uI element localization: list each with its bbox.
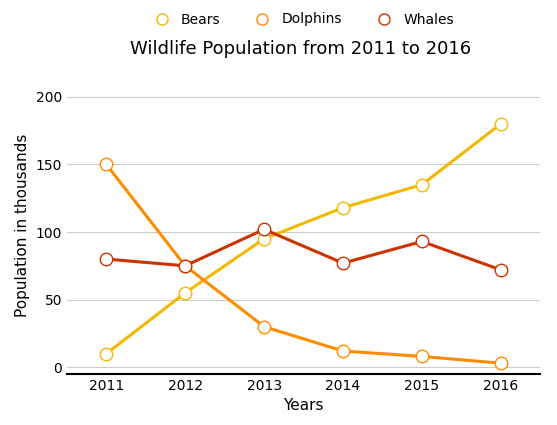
Legend: Bears, Dolphins, Whales: Bears, Dolphins, Whales — [142, 7, 460, 32]
X-axis label: Years: Years — [284, 398, 324, 414]
Bears — [103, 351, 110, 356]
Dolphins — [261, 324, 267, 329]
Whales — [497, 267, 504, 272]
Line: Dolphins: Dolphins — [100, 158, 507, 369]
Bears — [340, 205, 346, 210]
Whales — [418, 239, 425, 244]
Dolphins — [418, 354, 425, 359]
Bears — [182, 290, 188, 295]
Whales — [182, 263, 188, 268]
Y-axis label: Population in thousands: Population in thousands — [15, 133, 30, 317]
Bears — [418, 182, 425, 187]
Whales — [103, 257, 110, 262]
Whales — [261, 227, 267, 232]
Dolphins — [340, 348, 346, 354]
Line: Whales: Whales — [100, 223, 507, 276]
Dolphins — [182, 263, 188, 268]
Dolphins — [497, 361, 504, 366]
Bears — [497, 121, 504, 126]
Text: Wildlife Population from 2011 to 2016: Wildlife Population from 2011 to 2016 — [130, 40, 471, 58]
Line: Bears: Bears — [100, 118, 507, 360]
Whales — [340, 261, 346, 266]
Bears — [261, 236, 267, 241]
Dolphins — [103, 162, 110, 167]
